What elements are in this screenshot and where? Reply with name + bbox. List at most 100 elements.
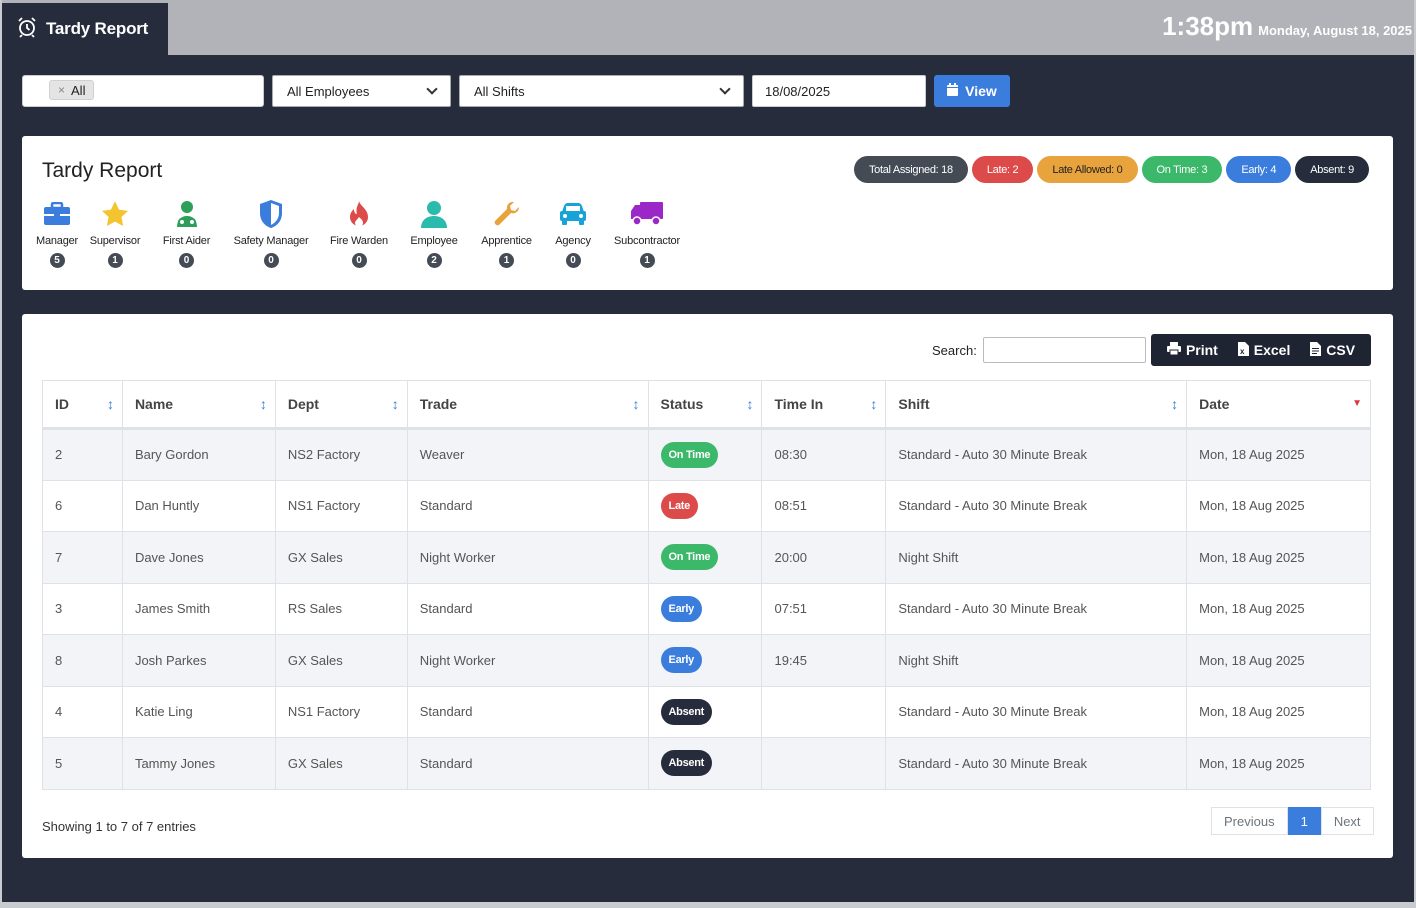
cell-dept: NS1 Factory [274,479,408,532]
user-icon [420,198,448,230]
csv-label: CSV [1326,342,1356,358]
briefcase-icon [43,198,71,230]
date-input[interactable]: 18/08/2025 [752,75,926,107]
csv-button[interactable]: CSV [1310,341,1356,359]
cell-status: Early [647,634,763,687]
cell-trade: Night Worker [406,634,649,687]
status-pill: Late Allowed: 0 [1037,156,1138,183]
role-fire-warden: Fire Warden 0 [321,198,397,268]
cell-name: James Smith [121,582,276,635]
table-row[interactable]: 8 Josh Parkes GX Sales Night Worker Early 19:… [42,634,1371,687]
print-button[interactable]: Print [1166,342,1218,358]
cell-time-in: 20:00 [761,531,887,584]
app-title-tab: Tardy Report [2,3,168,55]
cell-shift: Night Shift [885,531,1188,584]
status-pill: Early: 4 [1226,156,1292,183]
cell-name: Tammy Jones [121,737,276,790]
status-pill: Total Assigned: 18 [853,156,968,183]
status-pill: Late: 2 [971,156,1034,183]
tag-chip-label: All [71,82,86,98]
status-badge: Early [660,647,702,674]
role-count-badge: 2 [426,253,442,268]
table-row[interactable]: 7 Dave Jones GX Sales Night Worker On Time 20… [42,531,1371,584]
table-row[interactable]: 5 Tammy Jones GX Sales Standard Absent Standa… [42,737,1371,790]
cell-id: 8 [42,634,123,687]
column-header-name[interactable]: Name ↕ [121,380,276,430]
pagination: Previous 1 Next [1211,807,1374,835]
employees-select[interactable]: All Employees [272,75,451,107]
shifts-select[interactable]: All Shifts [459,75,744,107]
column-header-date[interactable]: Date ▼ [1186,380,1371,430]
cell-status: On Time [647,531,763,584]
column-header-dept[interactable]: Dept ↕ [274,380,408,430]
cell-time-in: 19:45 [761,634,887,687]
cell-time-in: 07:51 [761,582,887,635]
table-row[interactable]: 6 Dan Huntly NS1 Factory Standard Late 08:51 S… [42,479,1371,532]
role-label: Manager [36,235,79,247]
cell-time-in [761,685,887,738]
cell-shift: Night Shift [885,634,1188,687]
sort-icon: ↕ [632,396,640,412]
column-header-time-in[interactable]: Time In ↕ [761,380,887,430]
status-pill: On Time: 3 [1141,156,1223,183]
svg-text:x: x [1240,347,1245,356]
status-pills: Total Assigned: 18 Late: 2 Late Allowed: 0… [853,156,1369,183]
table-row[interactable]: 2 Bary Gordon NS2 Factory Weaver On Time 08:3… [42,428,1371,481]
status-badge: Early [660,595,702,622]
cell-id: 2 [42,428,123,481]
status-pill: Absent: 9 [1295,156,1369,183]
column-header-label: ID [55,396,69,412]
previous-page-button[interactable]: Previous [1211,807,1288,835]
sort-icon: ↕ [391,396,399,412]
next-page-button[interactable]: Next [1320,807,1374,835]
clock-date: Monday, August 18, 2025 [1258,23,1412,38]
cell-dept: RS Sales [274,582,408,635]
cell-dept: GX Sales [274,531,408,584]
chevron-down-icon [426,83,438,95]
role-count-badge: 0 [565,253,581,268]
role-manager: Manager 5 [36,198,78,268]
cell-id: 5 [42,737,123,790]
role-agency: Agency 0 [542,198,604,268]
role-supervisor: Supervisor 1 [78,198,152,268]
table-row[interactable]: 4 Katie Ling NS1 Factory Standard Absent Stan… [42,685,1371,738]
cell-dept: GX Sales [274,634,408,687]
column-header-shift[interactable]: Shift ↕ [885,380,1188,430]
cell-date: Mon, 18 Aug 2025 [1186,685,1371,738]
shield-icon [258,198,284,230]
cell-shift: Standard - Auto 30 Minute Break [885,479,1188,532]
column-header-label: Shift [898,396,930,412]
page-1-button[interactable]: 1 [1287,807,1321,835]
table-row[interactable]: 3 James Smith RS Sales Standard Early 07:51 St… [42,582,1371,635]
cell-shift: Standard - Auto 30 Minute Break [885,428,1188,481]
cell-name: Katie Ling [121,685,276,738]
table-info: Showing 1 to 7 of 7 entries [42,819,196,834]
search-input[interactable] [982,337,1146,363]
alarm-clock-icon [16,16,38,43]
cell-id: 3 [42,582,123,635]
excel-file-icon: x [1237,341,1249,359]
column-header-status[interactable]: Status ↕ [647,380,763,430]
cell-shift: Standard - Auto 30 Minute Break [885,737,1188,790]
sort-icon: ↕ [106,396,114,412]
category-tag-input[interactable]: × All [22,75,264,107]
sort-descending-icon: ▼ [1352,398,1362,409]
role-count-badge: 1 [639,253,655,268]
cell-dept: NS1 Factory [274,685,408,738]
column-header-label: Trade [419,396,458,412]
role-label: Fire Warden [330,235,388,247]
role-safety-manager: Safety Manager 0 [221,198,321,268]
clock-time: 1:38pm [1162,11,1254,41]
column-header-id[interactable]: ID ↕ [42,380,123,430]
view-button[interactable]: View [934,75,1010,107]
excel-button[interactable]: x Excel [1237,341,1290,359]
cell-id: 7 [42,531,123,584]
cell-shift: Standard - Auto 30 Minute Break [885,582,1188,635]
column-header-trade[interactable]: Trade ↕ [406,380,649,430]
search-label: Search: [932,342,977,358]
table-search: Search: [932,337,1146,363]
cell-status: Late [647,479,763,532]
remove-tag-icon[interactable]: × [58,83,66,97]
cell-name: Bary Gordon [121,428,276,481]
cell-status: Absent [647,737,763,790]
